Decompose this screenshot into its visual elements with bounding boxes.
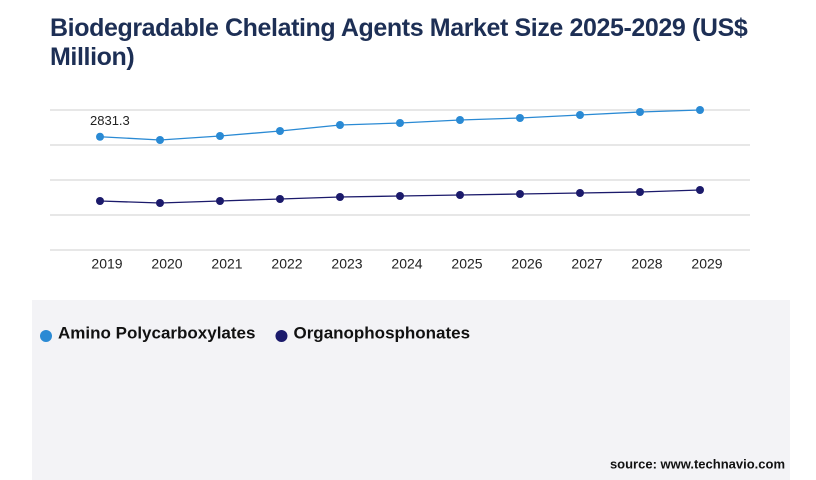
x-tick-label: 2022 [271, 256, 302, 272]
data-point [696, 106, 704, 114]
data-label: 2831.3 [90, 113, 130, 128]
x-tick-label: 2026 [511, 256, 542, 272]
data-point [336, 121, 344, 129]
data-point [96, 197, 104, 205]
x-tick-label: 2025 [451, 256, 482, 272]
data-point [276, 127, 284, 135]
legend-panel [32, 300, 790, 480]
data-point [396, 192, 404, 200]
x-tick-label: 2020 [151, 256, 182, 272]
data-point [336, 193, 344, 201]
data-point [396, 119, 404, 127]
data-point [456, 191, 464, 199]
data-point [216, 132, 224, 140]
data-point [636, 108, 644, 116]
data-point [516, 114, 524, 122]
x-tick-label: 2019 [91, 256, 122, 272]
legend-marker [275, 330, 288, 342]
data-point [156, 136, 164, 144]
x-tick-label: 2021 [211, 256, 242, 272]
data-point [276, 195, 284, 203]
legend-label: Amino Polycarboxylates [58, 323, 255, 342]
data-point [576, 111, 584, 119]
data-point [216, 197, 224, 205]
x-tick-label: 2024 [391, 256, 422, 272]
data-point [156, 199, 164, 207]
x-tick-label: 2028 [631, 256, 662, 272]
chart-title: Biodegradable Chelating Agents Market Si… [50, 14, 748, 71]
x-tick-label: 2027 [571, 256, 602, 272]
data-point [636, 188, 644, 196]
data-point [576, 189, 584, 197]
x-tick-label: 2023 [331, 256, 362, 272]
data-point [516, 190, 524, 198]
x-tick-label: 2029 [691, 256, 722, 272]
legend-marker [40, 330, 52, 342]
data-point [456, 116, 464, 124]
legend-label: Organophosphonates [293, 323, 470, 342]
data-point [696, 186, 704, 194]
data-point [96, 132, 104, 141]
source: source: www.technavio.com [610, 456, 785, 471]
